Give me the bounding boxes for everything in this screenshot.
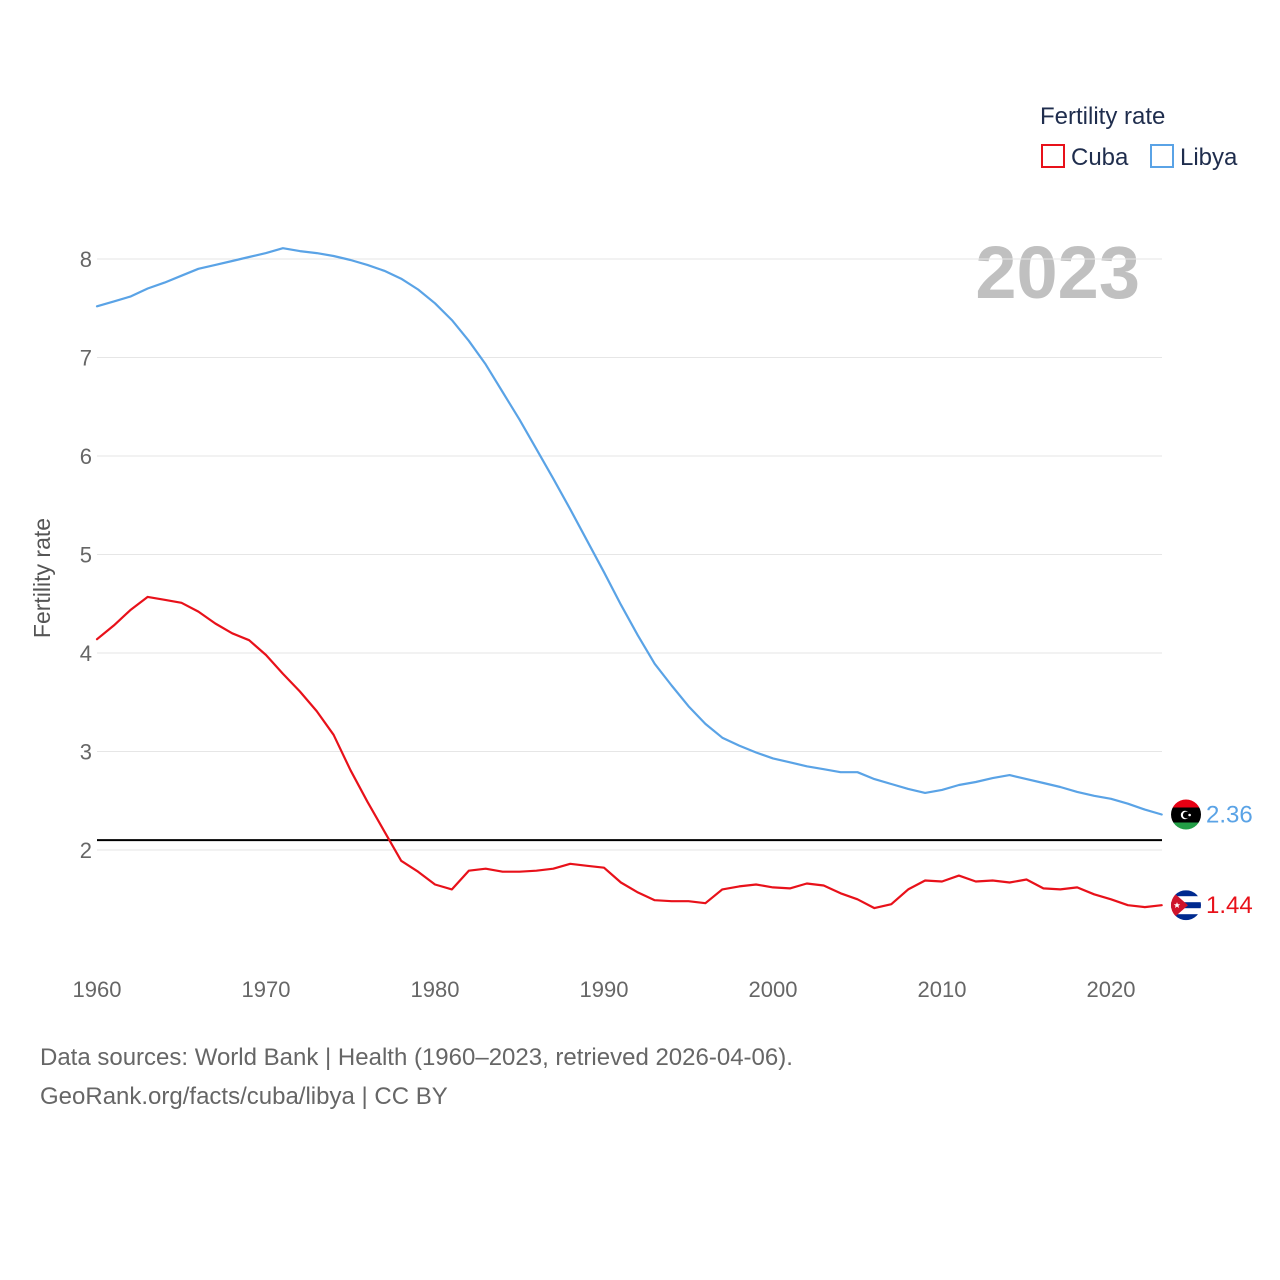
cuba-end-value: 1.44 bbox=[1206, 892, 1253, 919]
series-line-cuba bbox=[95, 595, 1163, 910]
libya-flag-icon bbox=[1171, 799, 1201, 830]
y-tick-label: 8 bbox=[80, 247, 92, 272]
footer-attribution[interactable]: GeoRank.org/facts/cuba/libya | CC BY bbox=[40, 1083, 448, 1110]
gridlines bbox=[97, 258, 1162, 851]
x-tick-label: 2000 bbox=[749, 977, 798, 1002]
y-tick-label: 7 bbox=[80, 346, 92, 371]
y-tick-label: 6 bbox=[80, 444, 92, 469]
series-line-libya bbox=[95, 247, 1163, 816]
x-tick-label: 1990 bbox=[580, 977, 629, 1002]
x-tick-label: 2020 bbox=[1087, 977, 1136, 1002]
x-tick-label: 1970 bbox=[242, 977, 291, 1002]
legend-swatch-libya bbox=[1150, 144, 1174, 168]
legend: Fertility rate Cuba Libya bbox=[1040, 103, 1238, 171]
series-lines bbox=[95, 247, 1163, 910]
year-label: 2023 bbox=[975, 231, 1140, 314]
x-tick-label: 1980 bbox=[411, 977, 460, 1002]
y-axis-title: Fertility rate bbox=[29, 518, 55, 638]
legend-item-libya[interactable]: Libya bbox=[1150, 144, 1238, 171]
footer-sources: Data sources: World Bank | Health (1960–… bbox=[40, 1044, 793, 1071]
y-tick-label: 4 bbox=[80, 641, 92, 666]
libya-end-value: 2.36 bbox=[1206, 802, 1253, 829]
y-tick-label: 3 bbox=[80, 740, 92, 765]
x-axis-ticks: 1960 1970 1980 1990 2000 2010 2020 bbox=[73, 977, 1136, 1002]
y-axis-ticks: 2 3 4 5 6 7 8 bbox=[80, 247, 92, 863]
y-tick-label: 2 bbox=[80, 838, 92, 863]
x-tick-label: 1960 bbox=[73, 977, 122, 1002]
legend-swatch-cuba bbox=[1041, 144, 1065, 168]
legend-label-libya: Libya bbox=[1180, 144, 1238, 171]
legend-item-cuba[interactable]: Cuba bbox=[1041, 144, 1129, 171]
cuba-flag-icon bbox=[1171, 890, 1201, 921]
y-tick-label: 5 bbox=[80, 543, 92, 568]
x-tick-label: 2010 bbox=[918, 977, 967, 1002]
legend-title: Fertility rate bbox=[1040, 103, 1165, 130]
legend-label-cuba: Cuba bbox=[1071, 144, 1129, 171]
